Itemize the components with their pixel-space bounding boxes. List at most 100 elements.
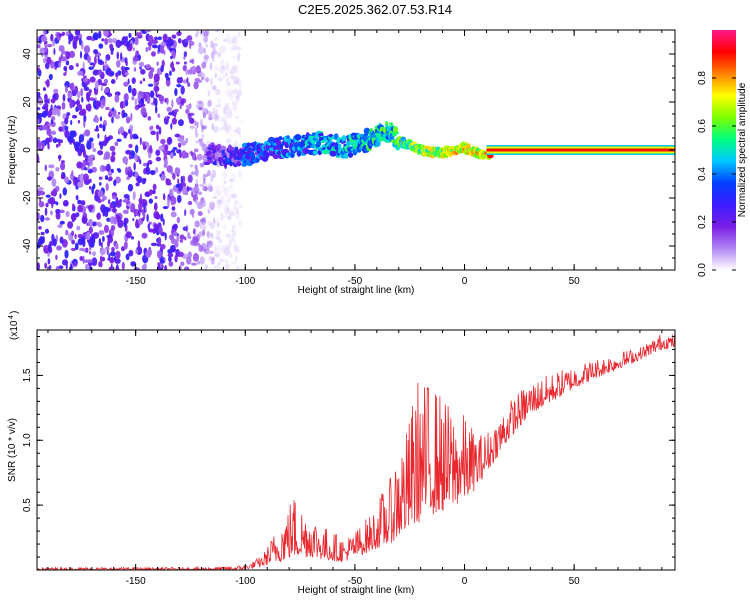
noise-blob: [37, 262, 40, 270]
noise-blob: [39, 47, 45, 55]
noise-blob: [65, 60, 70, 66]
noise-blob: [213, 65, 219, 71]
noise-blob: [118, 127, 125, 134]
noise-blob: [140, 97, 145, 106]
noise-blob: [220, 118, 225, 122]
noise-blob: [83, 114, 87, 123]
noise-blob: [115, 267, 120, 270]
noise-blob: [74, 176, 78, 186]
noise-blob: [219, 45, 226, 53]
noise-blob: [230, 172, 237, 181]
noise-blob: [65, 51, 71, 60]
noise-blob: [97, 133, 100, 139]
noise-blob: [56, 245, 62, 251]
noise-blob: [103, 78, 109, 84]
noise-blob: [76, 161, 83, 169]
noise-blob: [38, 213, 41, 218]
noise-blob: [74, 233, 77, 240]
noise-blob: [111, 116, 114, 124]
noise-blob: [117, 111, 121, 115]
noise-blob: [142, 77, 146, 82]
signal-blob: [312, 150, 319, 156]
noise-blob: [233, 199, 238, 206]
noise-blob: [193, 81, 199, 90]
noise-blob: [46, 128, 52, 136]
noise-blob: [224, 186, 230, 194]
noise-blob: [75, 194, 79, 201]
snr-plot-area: [37, 330, 675, 570]
noise-blob: [230, 237, 236, 243]
noise-blob: [144, 30, 152, 33]
noise-blob: [148, 70, 154, 80]
noise-blob: [58, 62, 62, 68]
noise-blob: [225, 264, 231, 269]
noise-blob: [233, 68, 237, 74]
noise-blob: [48, 164, 55, 169]
noise-blob: [189, 43, 192, 50]
noise-blob: [127, 166, 132, 172]
noise-blob: [39, 197, 42, 204]
noise-blob: [64, 129, 70, 139]
noise-blob: [98, 59, 103, 64]
noise-blob: [125, 253, 130, 261]
noise-blob: [82, 248, 86, 252]
noise-blob: [37, 97, 44, 106]
noise-blob: [127, 183, 134, 192]
noise-blob: [194, 168, 199, 177]
noise-blob: [114, 258, 121, 264]
noise-blob: [99, 116, 103, 122]
noise-blob: [130, 112, 133, 122]
noise-blob: [65, 85, 68, 93]
noise-blob: [62, 94, 66, 102]
noise-blob: [115, 72, 119, 77]
noise-blob: [109, 43, 114, 50]
noise-blob: [150, 130, 156, 136]
spectrogram-xlabel: Height of straight line (km): [298, 285, 415, 296]
noise-blob: [160, 138, 166, 145]
noise-blob: [139, 193, 143, 203]
noise-blob: [110, 51, 114, 55]
noise-blob: [159, 173, 162, 177]
y-tick-label: 1.0: [22, 433, 33, 447]
noise-blob: [59, 236, 64, 244]
noise-blob: [120, 52, 123, 61]
signal-blob: [323, 137, 328, 142]
noise-blob: [59, 193, 62, 199]
noise-blob: [63, 72, 67, 77]
noise-blob: [174, 254, 178, 263]
noise-blob: [102, 165, 108, 172]
noise-blob: [224, 263, 230, 270]
noise-blob: [204, 186, 208, 192]
noise-blob: [85, 104, 89, 111]
noise-blob: [236, 54, 241, 63]
noise-blob: [57, 224, 63, 228]
noise-blob: [201, 133, 205, 141]
noise-blob: [85, 92, 91, 102]
noise-blob: [147, 116, 152, 121]
noise-blob: [228, 252, 233, 259]
noise-blob: [55, 265, 60, 270]
noise-blob: [230, 66, 234, 71]
noise-blob: [48, 265, 52, 270]
noise-blob: [233, 76, 237, 82]
y-tick-label: -20: [22, 190, 33, 205]
noise-blob: [98, 229, 105, 235]
noise-blob: [218, 238, 223, 244]
signal-blob: [346, 140, 351, 147]
noise-blob: [226, 128, 229, 135]
noise-blob: [154, 105, 158, 114]
noise-blob: [55, 208, 61, 214]
noise-blob: [216, 245, 223, 254]
noise-blob: [174, 133, 181, 138]
snr-series-line: [37, 334, 675, 570]
noise-blob: [217, 262, 222, 266]
noise-blob: [46, 176, 53, 181]
noise-blob: [225, 80, 231, 85]
noise-blob: [148, 228, 154, 233]
noise-blob: [51, 107, 59, 116]
noise-blob: [196, 100, 203, 105]
noise-blob: [95, 222, 99, 226]
noise-blob: [124, 241, 128, 250]
noise-blob: [78, 134, 85, 143]
noise-blob: [198, 107, 203, 111]
